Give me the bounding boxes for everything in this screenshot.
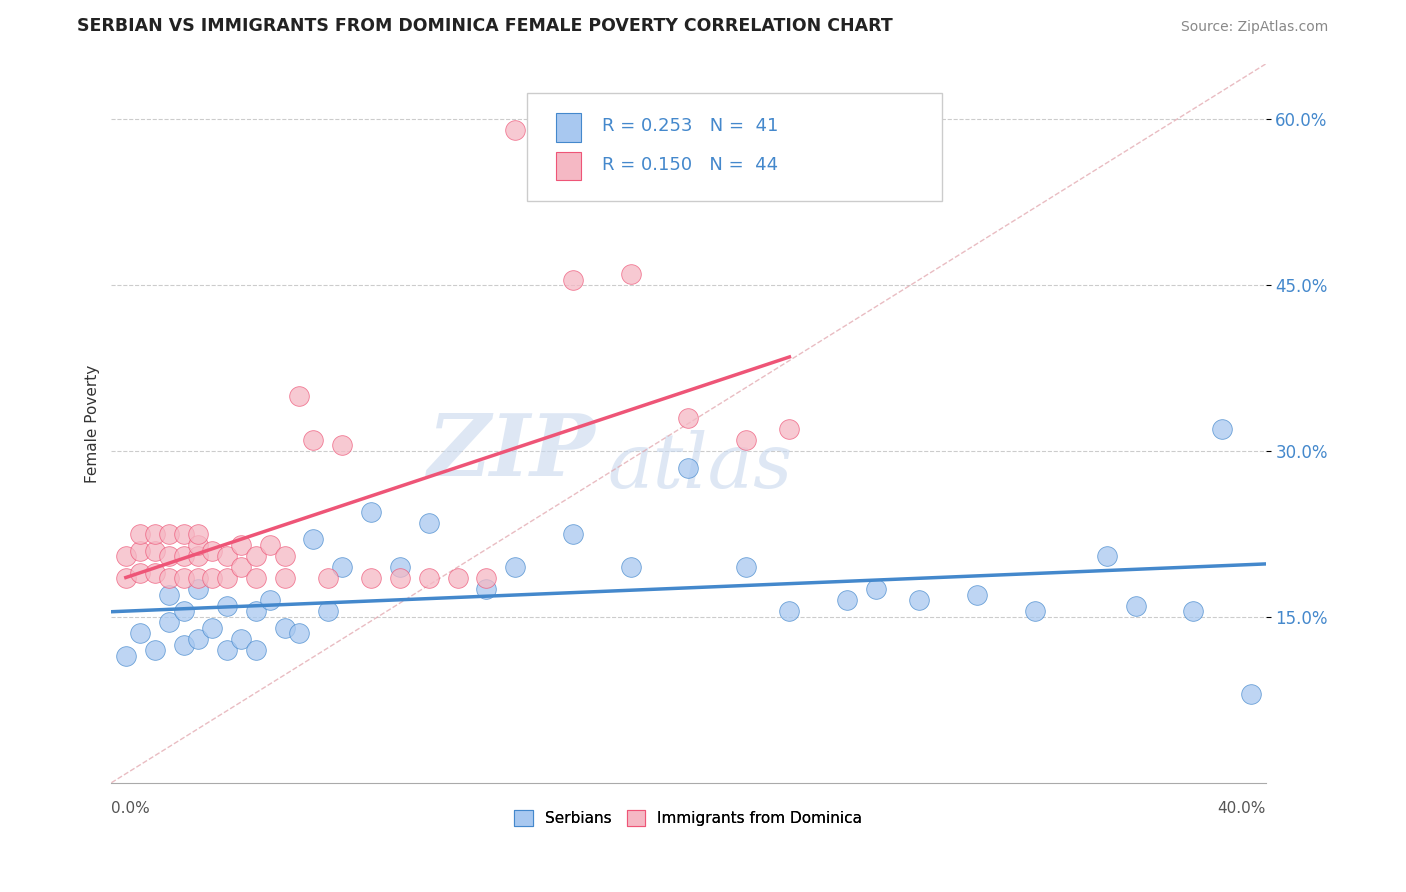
Point bbox=[330, 560, 353, 574]
Point bbox=[231, 538, 253, 552]
Point bbox=[1240, 687, 1263, 701]
Point bbox=[259, 538, 281, 552]
Point bbox=[360, 571, 382, 585]
Point bbox=[201, 621, 224, 635]
Point bbox=[245, 604, 267, 618]
Point bbox=[245, 571, 267, 585]
Point bbox=[143, 527, 166, 541]
Point bbox=[360, 505, 382, 519]
Point bbox=[215, 549, 238, 563]
Point bbox=[837, 593, 859, 607]
Point bbox=[115, 549, 138, 563]
Point bbox=[129, 527, 152, 541]
Text: atlas: atlas bbox=[607, 430, 793, 503]
Point bbox=[201, 571, 224, 585]
Point bbox=[157, 615, 180, 630]
Text: ZIP: ZIP bbox=[429, 410, 596, 494]
Point bbox=[129, 543, 152, 558]
Point bbox=[316, 604, 339, 618]
Point bbox=[201, 543, 224, 558]
Point bbox=[678, 410, 700, 425]
Text: Source: ZipAtlas.com: Source: ZipAtlas.com bbox=[1181, 21, 1329, 34]
Text: SERBIAN VS IMMIGRANTS FROM DOMINICA FEMALE POVERTY CORRELATION CHART: SERBIAN VS IMMIGRANTS FROM DOMINICA FEMA… bbox=[77, 17, 893, 35]
Point bbox=[388, 571, 411, 585]
Point bbox=[143, 643, 166, 657]
Point bbox=[143, 566, 166, 580]
Point bbox=[173, 549, 195, 563]
Point bbox=[620, 560, 643, 574]
Point bbox=[129, 566, 152, 580]
Point bbox=[778, 422, 800, 436]
Point bbox=[288, 389, 311, 403]
Point bbox=[1125, 599, 1147, 613]
Point bbox=[245, 549, 267, 563]
Point bbox=[865, 582, 887, 597]
Point bbox=[231, 560, 253, 574]
Point bbox=[678, 460, 700, 475]
Point bbox=[157, 527, 180, 541]
FancyBboxPatch shape bbox=[527, 93, 942, 201]
Point bbox=[1182, 604, 1205, 618]
Point bbox=[388, 560, 411, 574]
Point bbox=[273, 549, 295, 563]
Point bbox=[259, 593, 281, 607]
Point bbox=[505, 123, 527, 137]
Legend: Serbians, Immigrants from Dominica: Serbians, Immigrants from Dominica bbox=[509, 805, 869, 832]
Point bbox=[173, 638, 195, 652]
Point bbox=[330, 438, 353, 452]
Point bbox=[245, 643, 267, 657]
Point bbox=[505, 560, 527, 574]
Point bbox=[273, 571, 295, 585]
Point bbox=[562, 527, 585, 541]
Point bbox=[173, 571, 195, 585]
Text: 0.0%: 0.0% bbox=[111, 801, 150, 816]
Point bbox=[620, 267, 643, 281]
Point bbox=[129, 626, 152, 640]
Point bbox=[966, 588, 988, 602]
Point bbox=[288, 626, 311, 640]
Point bbox=[1024, 604, 1046, 618]
Point bbox=[418, 571, 440, 585]
Point bbox=[215, 571, 238, 585]
Point bbox=[187, 549, 209, 563]
Point bbox=[157, 588, 180, 602]
Point bbox=[173, 527, 195, 541]
Point bbox=[231, 632, 253, 646]
Text: R = 0.150   N =  44: R = 0.150 N = 44 bbox=[602, 156, 778, 174]
Point bbox=[418, 516, 440, 530]
Point bbox=[446, 571, 468, 585]
Point bbox=[316, 571, 339, 585]
FancyBboxPatch shape bbox=[555, 113, 581, 142]
Point bbox=[273, 621, 295, 635]
Point bbox=[475, 582, 498, 597]
Point bbox=[215, 643, 238, 657]
Point bbox=[302, 533, 325, 547]
Point bbox=[157, 549, 180, 563]
FancyBboxPatch shape bbox=[555, 152, 581, 180]
Point bbox=[115, 648, 138, 663]
Point bbox=[1095, 549, 1118, 563]
Point bbox=[735, 433, 758, 447]
Point bbox=[215, 599, 238, 613]
Point bbox=[187, 582, 209, 597]
Point bbox=[735, 560, 758, 574]
Text: 40.0%: 40.0% bbox=[1218, 801, 1265, 816]
Point bbox=[173, 604, 195, 618]
Point bbox=[778, 604, 800, 618]
Point bbox=[187, 527, 209, 541]
Point bbox=[187, 538, 209, 552]
Point bbox=[475, 571, 498, 585]
Point bbox=[302, 433, 325, 447]
Point bbox=[115, 571, 138, 585]
Point bbox=[908, 593, 931, 607]
Point bbox=[187, 571, 209, 585]
Point bbox=[157, 571, 180, 585]
Point bbox=[562, 273, 585, 287]
Point bbox=[143, 543, 166, 558]
Y-axis label: Female Poverty: Female Poverty bbox=[86, 364, 100, 483]
Point bbox=[1211, 422, 1233, 436]
Point bbox=[187, 632, 209, 646]
Text: R = 0.253   N =  41: R = 0.253 N = 41 bbox=[602, 117, 779, 135]
